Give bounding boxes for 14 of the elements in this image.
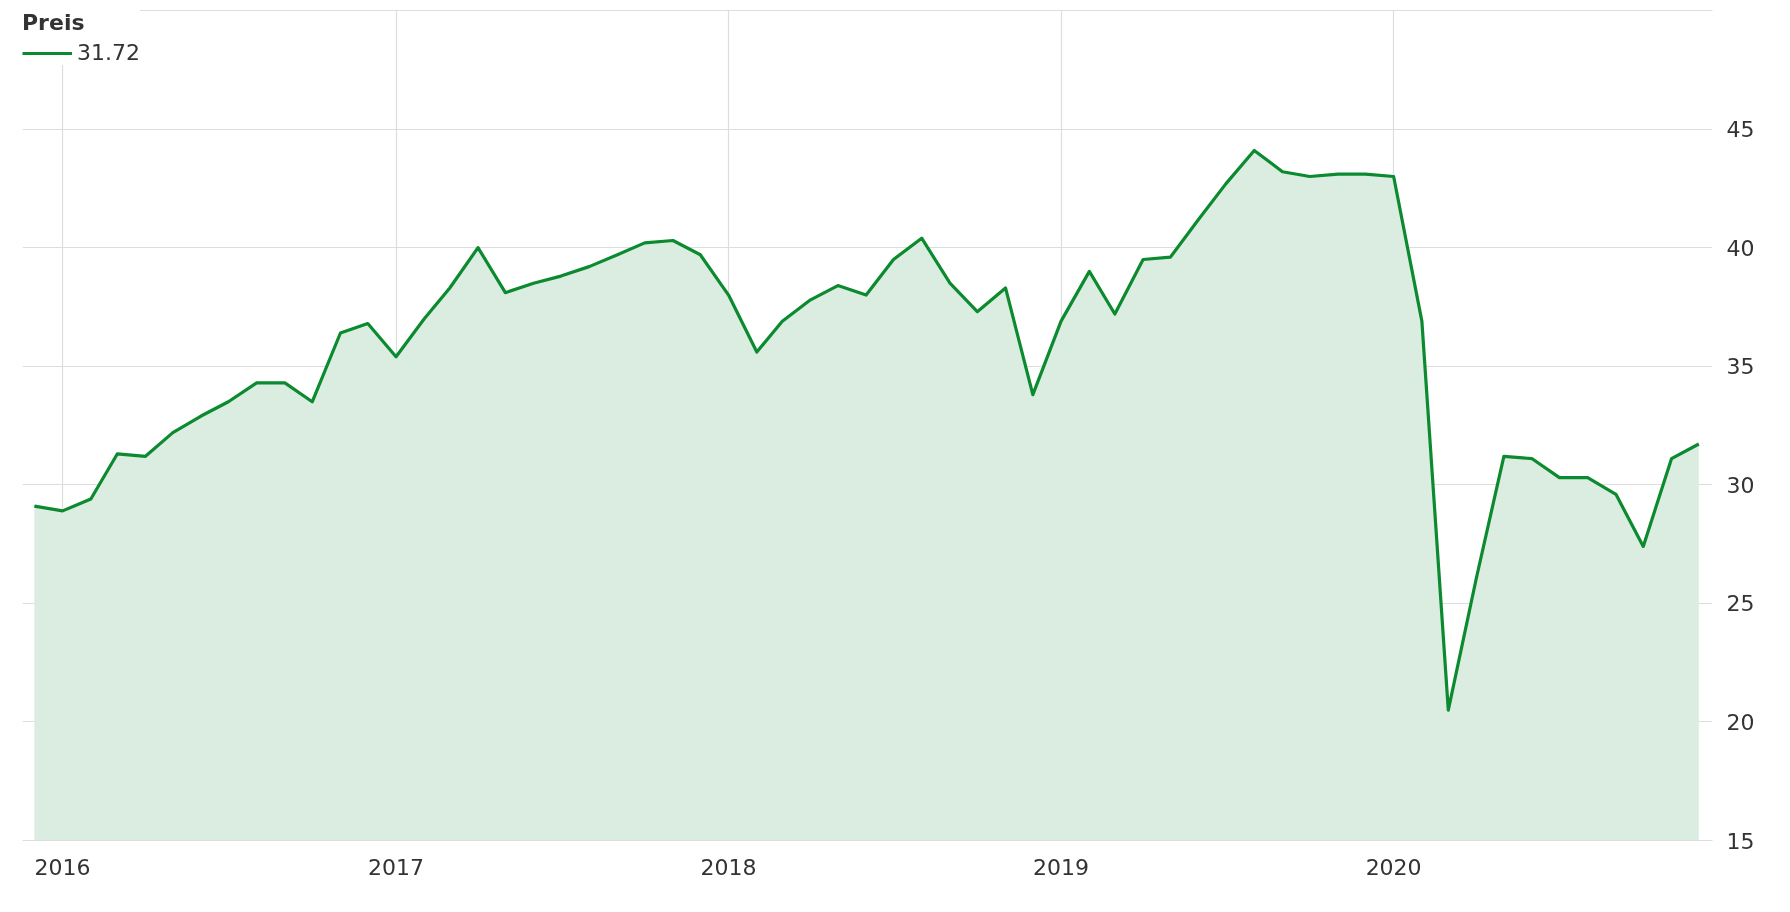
legend-label: 31.72 xyxy=(77,40,140,65)
x-tick-label: 2018 xyxy=(700,854,757,880)
y-tick-label: 45 xyxy=(1726,117,1755,143)
x-tick-label: 2016 xyxy=(34,854,91,880)
x-tick-label: 2020 xyxy=(1365,854,1422,880)
x-tick-label: 2017 xyxy=(368,854,425,880)
y-tick-label: 40 xyxy=(1726,235,1755,261)
y-tick-label: 20 xyxy=(1726,709,1755,735)
y-tick-label: 15 xyxy=(1726,828,1755,854)
y-tick-label: 25 xyxy=(1726,591,1755,617)
y-tick-label: 35 xyxy=(1726,354,1755,380)
x-tick-label: 2019 xyxy=(1033,854,1090,880)
legend-title: Preis xyxy=(22,10,86,35)
y-tick-label: 30 xyxy=(1726,472,1755,498)
